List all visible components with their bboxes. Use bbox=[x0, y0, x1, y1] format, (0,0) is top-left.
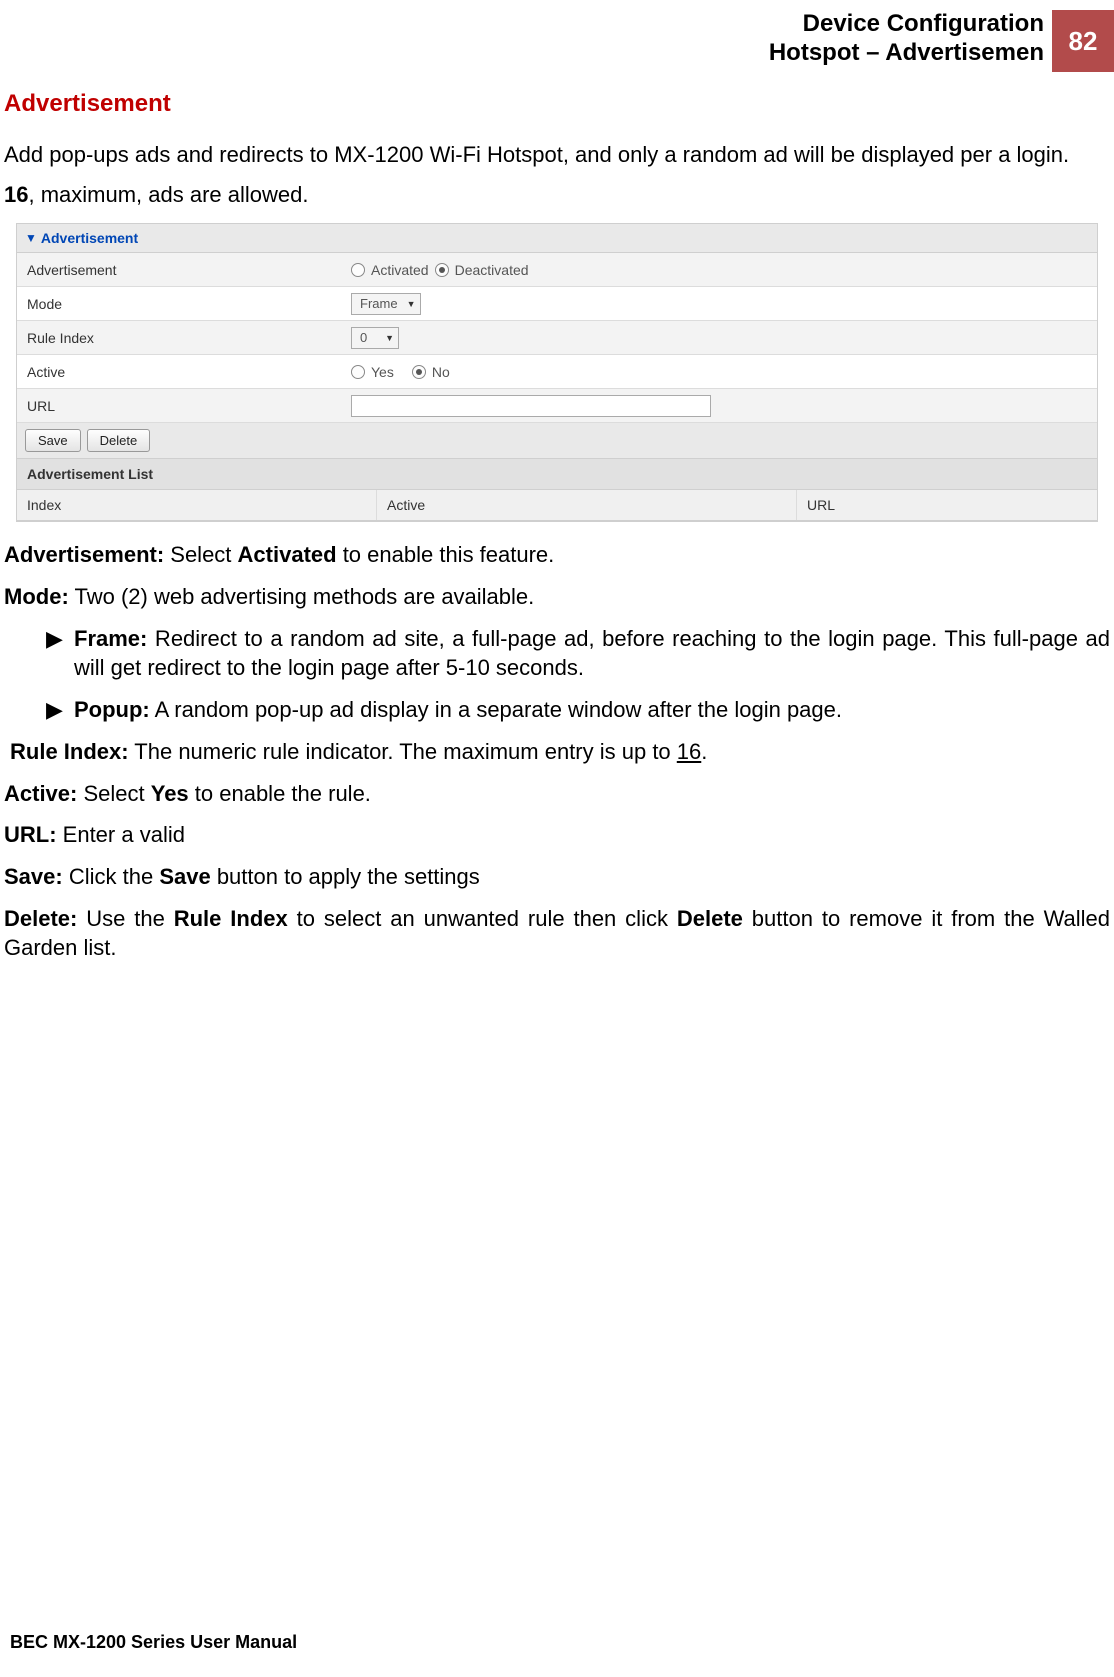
header-line1: Device Configuration bbox=[769, 10, 1044, 39]
control-url bbox=[347, 390, 1097, 422]
row-advertisement: Advertisement Activated Deactivated bbox=[17, 253, 1097, 287]
table-header: Index Active URL bbox=[17, 490, 1097, 521]
desc-advertisement: Advertisement: Select Activated to enabl… bbox=[4, 540, 1110, 570]
th-active: Active bbox=[377, 490, 797, 520]
desc-advertisement-label: Advertisement: bbox=[4, 542, 164, 567]
bullet-frame: ▶ Frame: Redirect to a random ad site, a… bbox=[46, 624, 1110, 683]
label-rule-index: Rule Index bbox=[17, 323, 347, 353]
label-mode: Mode bbox=[17, 289, 347, 319]
save-button[interactable]: Save bbox=[25, 429, 81, 452]
button-row: Save Delete bbox=[17, 423, 1097, 459]
desc-advertisement-bold: Activated bbox=[238, 542, 337, 567]
desc-active-pre: Select bbox=[77, 781, 150, 806]
radio-activated[interactable] bbox=[351, 263, 365, 277]
desc-rule-index-post: . bbox=[701, 739, 707, 764]
desc-save-post: button to apply the settings bbox=[211, 864, 480, 889]
header-line2: Hotspot – Advertisemen bbox=[769, 39, 1044, 68]
intro-p2-bold: 16 bbox=[4, 182, 28, 207]
desc-rule-index-label: Rule Index: bbox=[10, 739, 129, 764]
radio-no-label: No bbox=[432, 364, 450, 380]
section-title: Advertisement bbox=[4, 90, 1110, 118]
desc-active-bold: Yes bbox=[151, 781, 189, 806]
radio-no[interactable] bbox=[412, 365, 426, 379]
desc-advertisement-post: to enable this feature. bbox=[337, 542, 555, 567]
row-url: URL bbox=[17, 389, 1097, 423]
control-rule-index: 0 bbox=[347, 322, 1097, 354]
label-active: Active bbox=[17, 357, 347, 387]
select-rule-index[interactable]: 0 bbox=[351, 327, 399, 349]
desc-active: Active: Select Yes to enable the rule. bbox=[4, 779, 1110, 809]
desc-delete: Delete: Use the Rule Index to select an … bbox=[4, 904, 1110, 963]
panel-title: Advertisement bbox=[41, 230, 138, 246]
chevron-down-icon: ▼ bbox=[25, 231, 37, 245]
panel-header[interactable]: ▼ Advertisement bbox=[17, 224, 1097, 253]
control-active: Yes No bbox=[347, 359, 1097, 385]
intro-p2: 16, maximum, ads are allowed. bbox=[4, 180, 1110, 210]
select-mode-value: Frame bbox=[360, 296, 398, 311]
desc-save-label: Save: bbox=[4, 864, 63, 889]
desc-delete-mid: to select an unwanted rule then click bbox=[288, 906, 677, 931]
row-mode: Mode Frame bbox=[17, 287, 1097, 321]
desc-advertisement-pre: Select bbox=[164, 542, 237, 567]
radio-yes[interactable] bbox=[351, 365, 365, 379]
desc-delete-bold1: Rule Index bbox=[174, 906, 288, 931]
desc-delete-pre: Use the bbox=[77, 906, 173, 931]
page-number-badge: 82 bbox=[1052, 10, 1114, 72]
desc-save-pre: Click the bbox=[63, 864, 160, 889]
desc-mode-label: Mode: bbox=[4, 584, 69, 609]
desc-mode: Mode: Two (2) web advertising methods ar… bbox=[4, 582, 1110, 612]
row-rule-index: Rule Index 0 bbox=[17, 321, 1097, 355]
desc-rule-index: Rule Index: The numeric rule indicator. … bbox=[10, 737, 1110, 767]
desc-rule-index-underline: 16 bbox=[677, 739, 701, 764]
radio-deactivated-label: Deactivated bbox=[455, 262, 529, 278]
bullet-popup-text: Popup: A random pop-up ad display in a s… bbox=[74, 695, 1110, 725]
input-url[interactable] bbox=[351, 395, 711, 417]
intro-p1: Add pop-ups ads and redirects to MX-1200… bbox=[4, 140, 1110, 170]
bullet-popup-label: Popup: bbox=[74, 697, 150, 722]
control-mode: Frame bbox=[347, 288, 1097, 320]
bullet-frame-body: Redirect to a random ad site, a full-pag… bbox=[74, 626, 1110, 681]
desc-delete-label: Delete: bbox=[4, 906, 77, 931]
bullet-marker-icon: ▶ bbox=[46, 624, 74, 683]
desc-url: URL: Enter a valid bbox=[4, 820, 1110, 850]
config-screenshot: ▼ Advertisement Advertisement Activated … bbox=[16, 223, 1098, 522]
desc-url-text: Enter a valid bbox=[57, 822, 185, 847]
bullet-popup: ▶ Popup: A random pop-up ad display in a… bbox=[46, 695, 1110, 725]
content-area: Advertisement Add pop-ups ads and redire… bbox=[0, 90, 1114, 963]
radio-deactivated[interactable] bbox=[435, 263, 449, 277]
label-url: URL bbox=[17, 391, 347, 421]
desc-active-post: to enable the rule. bbox=[189, 781, 371, 806]
label-advertisement: Advertisement bbox=[17, 255, 347, 285]
list-subheader: Advertisement List bbox=[17, 459, 1097, 490]
desc-save-bold: Save bbox=[159, 864, 210, 889]
page-header: Device Configuration Hotspot – Advertise… bbox=[0, 0, 1114, 72]
radio-yes-label: Yes bbox=[371, 364, 394, 380]
delete-button[interactable]: Delete bbox=[87, 429, 151, 452]
control-advertisement: Activated Deactivated bbox=[347, 257, 1097, 283]
select-rule-index-value: 0 bbox=[360, 330, 367, 345]
desc-delete-bold2: Delete bbox=[677, 906, 743, 931]
select-mode[interactable]: Frame bbox=[351, 293, 421, 315]
th-index: Index bbox=[17, 490, 377, 520]
bullet-popup-body: A random pop-up ad display in a separate… bbox=[150, 697, 842, 722]
bullet-frame-text: Frame: Redirect to a random ad site, a f… bbox=[74, 624, 1110, 683]
radio-activated-label: Activated bbox=[371, 262, 429, 278]
desc-url-label: URL: bbox=[4, 822, 57, 847]
desc-rule-index-pre: The numeric rule indicator. The maximum … bbox=[129, 739, 677, 764]
th-url: URL bbox=[797, 490, 1097, 520]
bullet-marker-icon: ▶ bbox=[46, 695, 74, 725]
row-active: Active Yes No bbox=[17, 355, 1097, 389]
desc-save: Save: Click the Save button to apply the… bbox=[4, 862, 1110, 892]
intro-p2-rest: , maximum, ads are allowed. bbox=[28, 182, 308, 207]
desc-active-label: Active: bbox=[4, 781, 77, 806]
header-text: Device Configuration Hotspot – Advertise… bbox=[769, 10, 1052, 68]
desc-mode-text: Two (2) web advertising methods are avai… bbox=[69, 584, 535, 609]
bullet-frame-label: Frame: bbox=[74, 626, 147, 651]
footer-text: BEC MX-1200 Series User Manual bbox=[10, 1632, 297, 1653]
